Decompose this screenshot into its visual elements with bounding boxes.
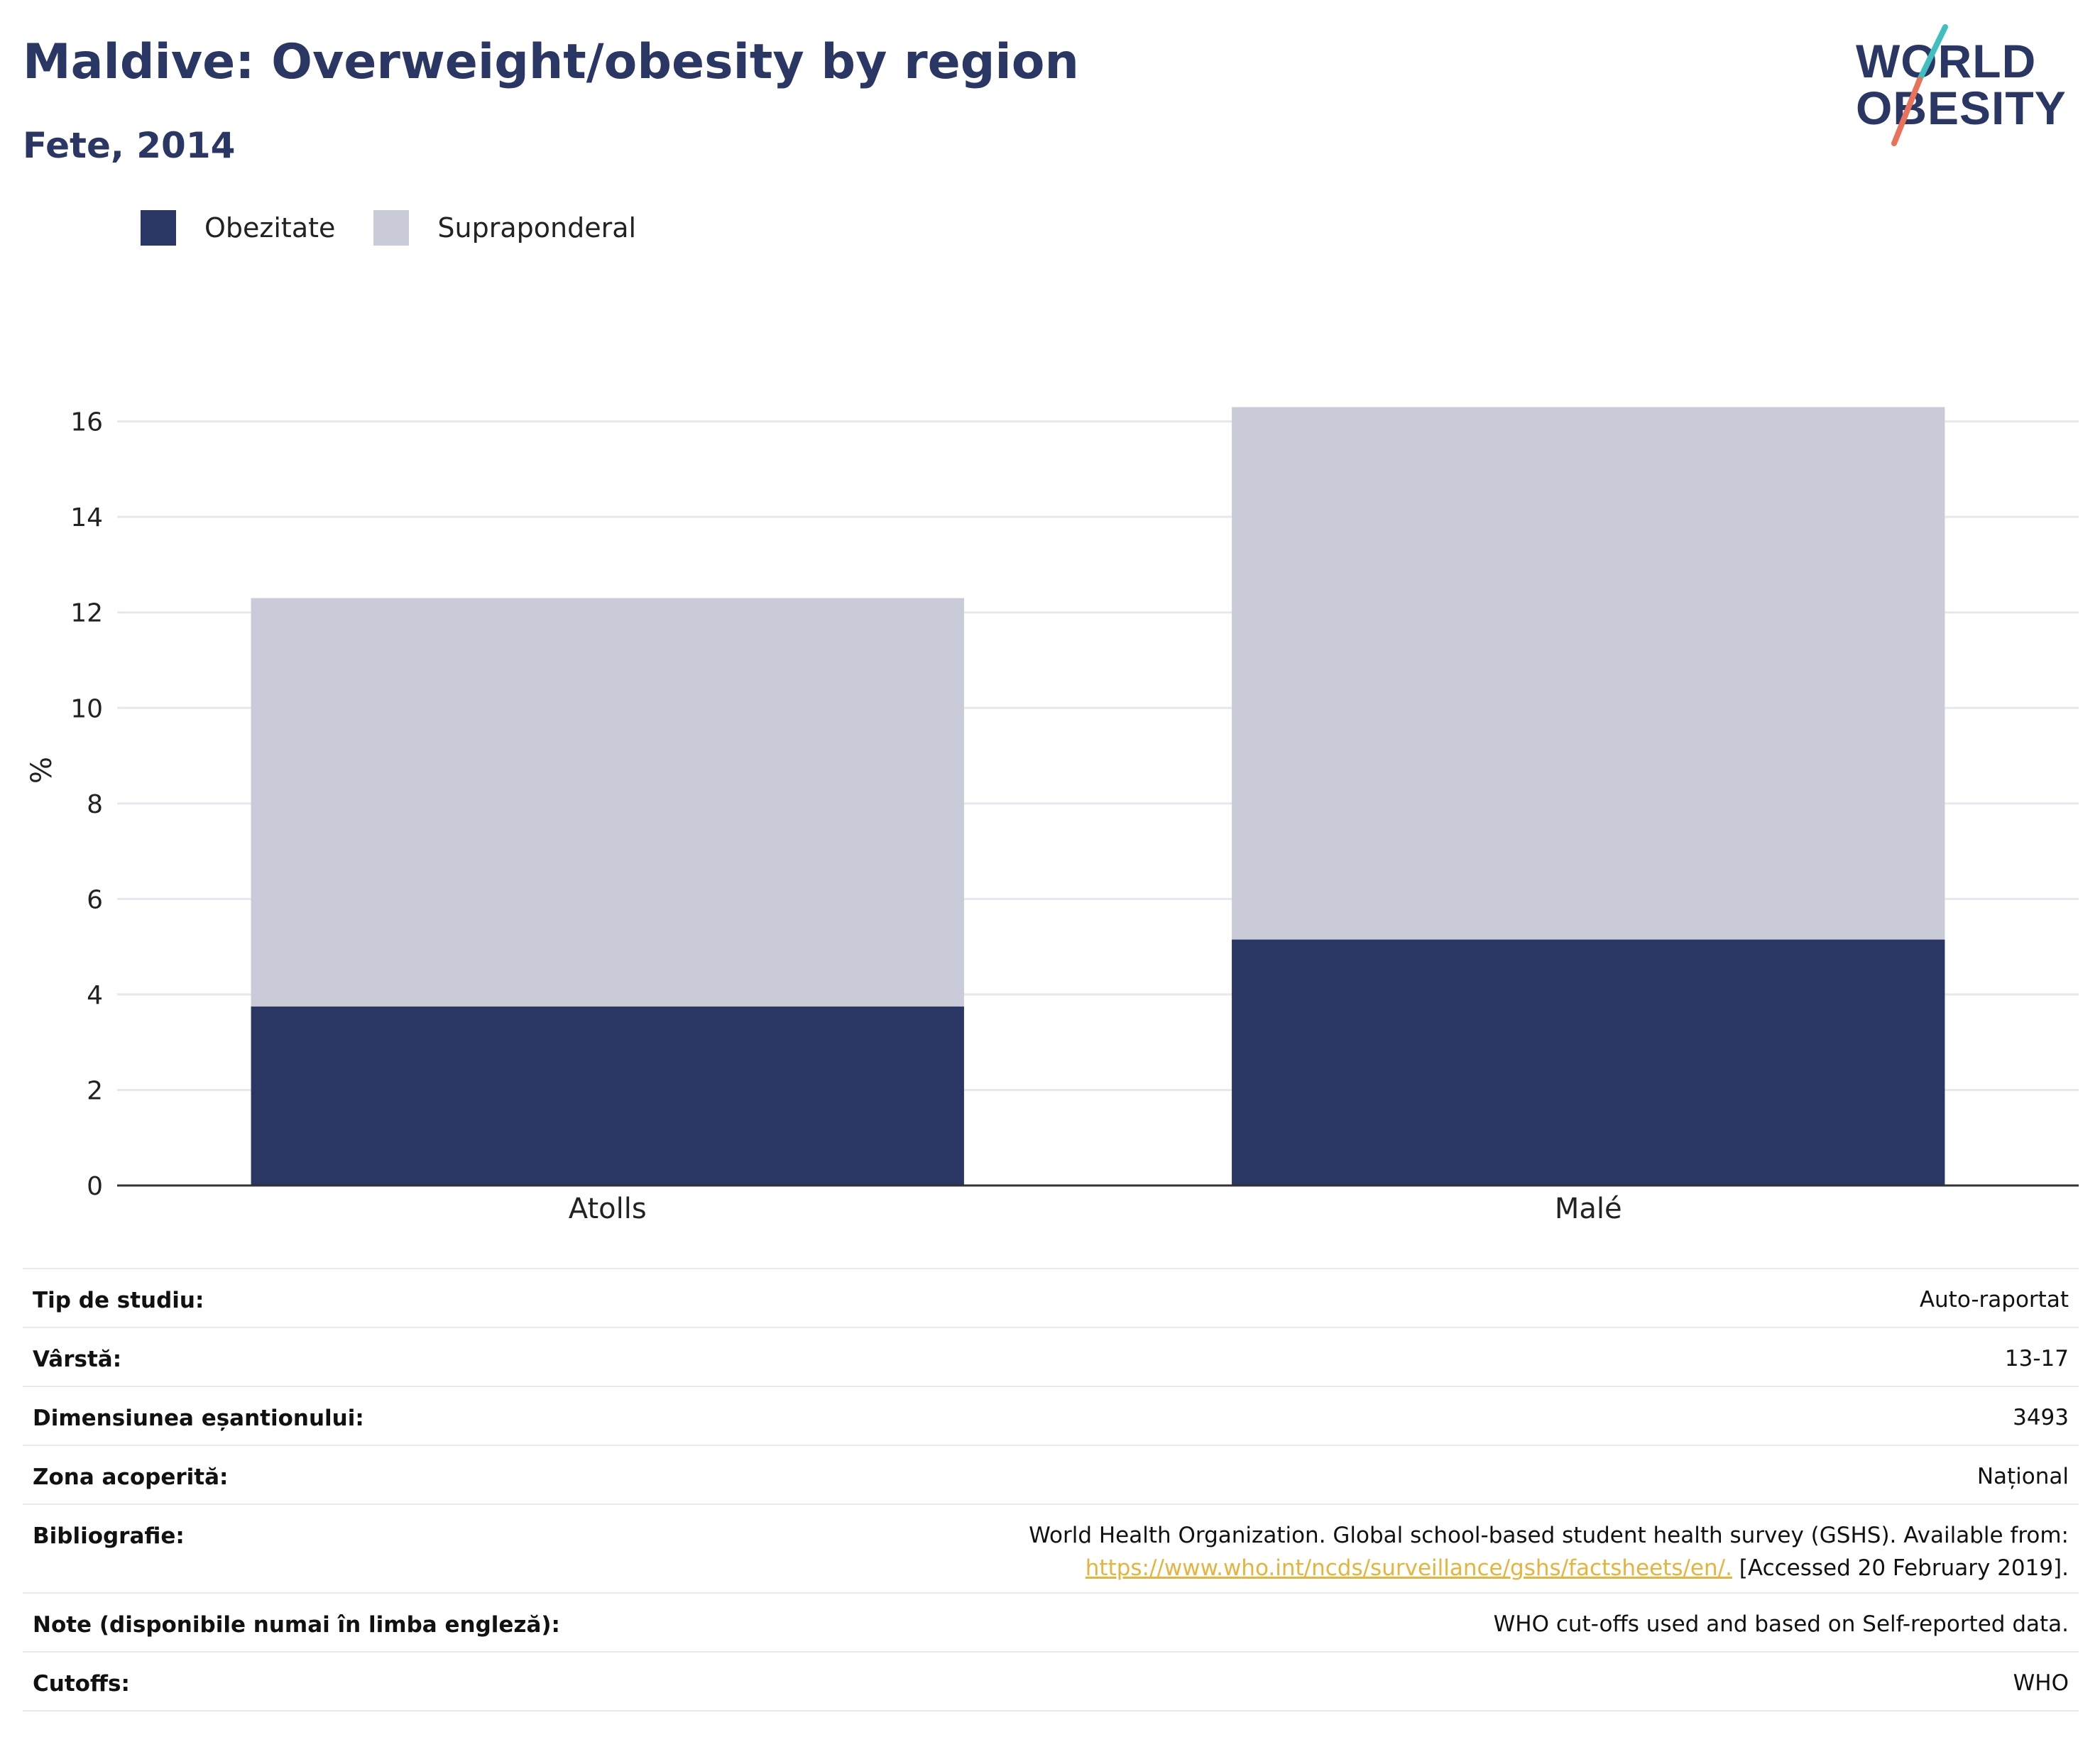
meta-row-notes: Note (disponibile numai în limba engleză… bbox=[23, 1594, 2079, 1653]
meta-row-coverage: Zona acoperită: Național bbox=[23, 1446, 2079, 1505]
logo-text-world: WORLD bbox=[1856, 35, 2037, 87]
x-category-label: Atolls bbox=[569, 1193, 647, 1225]
x-category-label: Malé bbox=[1555, 1193, 1622, 1225]
meta-value-bibliography: World Health Organization. Global school… bbox=[1029, 1519, 2069, 1584]
meta-label: Dimensiunea eșantionului: bbox=[33, 1406, 364, 1431]
y-tick-label: 14 bbox=[70, 503, 103, 532]
meta-row-cutoffs: Cutoffs: WHO bbox=[23, 1653, 2079, 1712]
bibliography-text: World Health Organization. Global school… bbox=[1029, 1523, 2069, 1548]
world-obesity-logo[interactable]: WORLD OBESITY bbox=[1846, 21, 2087, 149]
y-tick-label: 2 bbox=[87, 1076, 103, 1105]
meta-label: Vârstă: bbox=[33, 1347, 122, 1372]
meta-row-study-type: Tip de studiu: Auto-raportat bbox=[23, 1269, 2079, 1328]
legend-item-obezitate[interactable]: Obezitate bbox=[141, 210, 335, 246]
meta-value: 3493 bbox=[2013, 1405, 2069, 1430]
chart-title: Maldive: Overweight/obesity by region bbox=[23, 34, 1079, 90]
legend-label-supraponderal: Supraponderal bbox=[437, 212, 637, 243]
chart-legend: Obezitate Supraponderal bbox=[141, 210, 674, 246]
bar-segment-supraponderal bbox=[251, 598, 964, 1007]
y-tick-label: 16 bbox=[70, 408, 103, 437]
bar-segment-supraponderal bbox=[1232, 407, 1945, 940]
meta-value: Auto-raportat bbox=[1919, 1287, 2069, 1313]
meta-label: Tip de studiu: bbox=[33, 1288, 204, 1313]
y-tick-label: 10 bbox=[70, 694, 103, 723]
legend-swatch-supraponderal bbox=[373, 210, 410, 246]
logo-text-obesity: OBESITY bbox=[1856, 82, 2067, 134]
study-metadata-table: Tip de studiu: Auto-raportat Vârstă: 13-… bbox=[23, 1268, 2079, 1712]
bar-segment-obezitate bbox=[1232, 939, 1945, 1185]
meta-row-age: Vârstă: 13-17 bbox=[23, 1328, 2079, 1387]
bar-segment-obezitate bbox=[251, 1006, 964, 1185]
meta-row-bibliography: Bibliografie: World Health Organization.… bbox=[23, 1505, 2079, 1594]
meta-value: 13-17 bbox=[2004, 1346, 2069, 1371]
chart-subtitle: Fete, 2014 bbox=[23, 125, 236, 166]
y-tick-label: 4 bbox=[87, 981, 103, 1010]
bibliography-link[interactable]: https://www.who.int/ncds/surveillance/gs… bbox=[1085, 1555, 1732, 1581]
y-tick-label: 12 bbox=[70, 599, 103, 628]
bibliography-accessed: [Accessed 20 February 2019]. bbox=[1732, 1555, 2069, 1581]
y-tick-label: 8 bbox=[87, 790, 103, 819]
meta-value: WHO bbox=[2013, 1670, 2069, 1696]
y-tick-label: 0 bbox=[87, 1172, 103, 1201]
meta-label: Zona acoperită: bbox=[33, 1464, 229, 1490]
meta-label: Note (disponibile numai în limba engleză… bbox=[33, 1612, 560, 1638]
meta-value: WHO cut-offs used and based on Self-repo… bbox=[1493, 1611, 2069, 1637]
legend-label-obezitate: Obezitate bbox=[204, 212, 336, 243]
bar-chart: 0 2 4 6 8 10 12 14 16% Atolls Malé bbox=[26, 407, 2079, 1225]
y-axis-title: % bbox=[26, 757, 58, 784]
meta-value: Național bbox=[1976, 1464, 2069, 1489]
legend-swatch-obezitate bbox=[141, 210, 176, 246]
meta-label: Cutoffs: bbox=[33, 1671, 130, 1697]
meta-label: Bibliografie: bbox=[33, 1523, 185, 1549]
legend-item-supraponderal[interactable]: Supraponderal bbox=[373, 210, 636, 246]
y-tick-label: 6 bbox=[87, 885, 103, 914]
logo-slash-icon bbox=[1891, 24, 1948, 146]
meta-row-sample-size: Dimensiunea eșantionului: 3493 bbox=[23, 1387, 2079, 1446]
